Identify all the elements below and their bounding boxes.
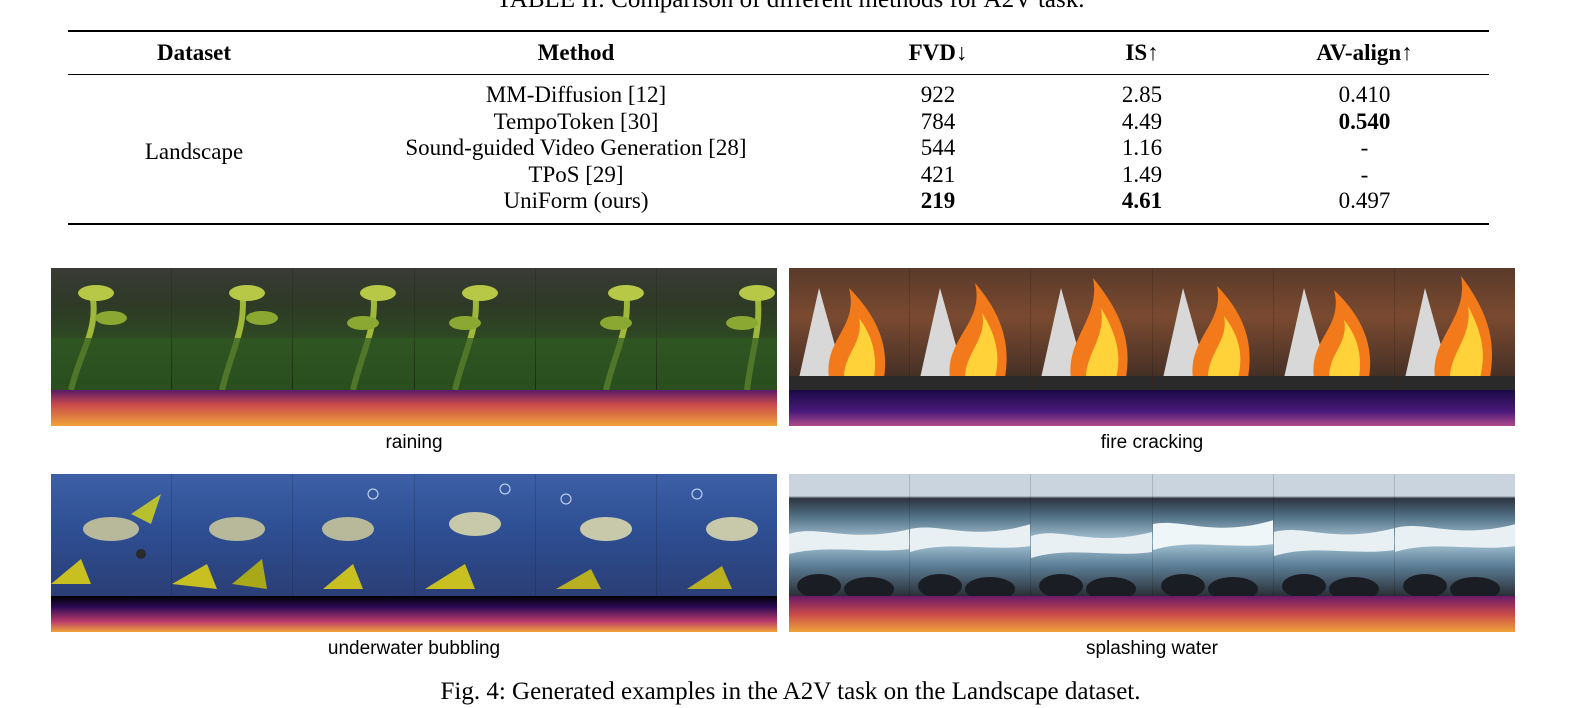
fvd-cell: 544: [920, 135, 956, 160]
video-frames: [51, 268, 777, 390]
av-align-cell: -: [1360, 135, 1369, 160]
audio-spectrogram: [789, 596, 1515, 632]
results-table: Dataset Method FVD↓ IS↑ AV-align↑ Landsc…: [68, 30, 1489, 225]
is-cell: 2.85: [1121, 82, 1163, 107]
is-cell: 1.16: [1121, 135, 1163, 160]
video-frame: [1394, 474, 1515, 596]
fvd-best: 219: [920, 188, 956, 213]
video-frame: [535, 268, 657, 390]
table-row: UniForm (ours) 219 4.61 0.497: [68, 188, 1489, 224]
table-row: TPoS [29] 421 1.49 -: [68, 162, 1489, 189]
video-frame: [656, 474, 777, 596]
audio-spectrogram: [51, 390, 777, 426]
video-frame: [656, 268, 777, 390]
fvd-cell: 784: [920, 108, 956, 134]
fvd-cell: 922: [920, 82, 956, 107]
figure-panel-underwater-bubbling: underwater bubbling: [51, 474, 777, 660]
video-frame: [414, 474, 536, 596]
figure-caption: Fig. 4: Generated examples in the A2V ta…: [440, 678, 1141, 705]
audio-spectrogram: [51, 596, 777, 632]
header-fvd: FVD↓: [908, 40, 968, 65]
is-cell: 4.49: [1121, 108, 1163, 134]
video-frame: [1273, 474, 1395, 596]
av-align-cell: -: [1360, 161, 1369, 187]
video-frame: [51, 268, 173, 390]
method-cell: MM-Diffusion [12]: [485, 82, 667, 107]
panel-label: underwater bubbling: [327, 638, 501, 659]
av-align-cell: 0.410: [1338, 82, 1391, 107]
table-caption: TABLE II: Comparison of different method…: [0, 0, 1581, 16]
method-cell: TempoToken [30]: [493, 108, 659, 134]
table-row: TempoToken [30] 784 4.49 0.540: [68, 109, 1489, 136]
is-cell: 4.61: [1044, 188, 1240, 224]
method-cell: TPoS [29]: [528, 161, 624, 187]
panel-label: raining: [385, 432, 443, 453]
video-frame: [172, 268, 294, 390]
dataset-cell: Landscape: [144, 139, 244, 164]
header-is: IS↑: [1125, 40, 1159, 65]
video-frame: [1273, 268, 1395, 390]
header-av-align: AV-align↑: [1316, 40, 1413, 65]
video-frames: [51, 474, 777, 596]
panel-label: splashing water: [1085, 638, 1219, 659]
video-frame: [51, 474, 173, 596]
is-best: 4.61: [1121, 188, 1163, 213]
av-align-cell: 0.540: [1240, 109, 1489, 136]
table-header-row: Dataset Method FVD↓ IS↑ AV-align↑: [68, 31, 1489, 75]
video-frame: [1031, 268, 1153, 390]
video-frame: [910, 474, 1032, 596]
method-cell: UniForm (ours): [503, 188, 649, 213]
method-cell: Sound-guided Video Generation [28]: [405, 135, 747, 160]
video-frame: [535, 474, 657, 596]
video-frame: [910, 268, 1032, 390]
video-frame: [789, 474, 911, 596]
header-dataset: Dataset: [156, 40, 232, 65]
table-row: Landscape MM-Diffusion [12] 922 2.85 0.4…: [68, 75, 1489, 164]
fvd-cell: 219: [832, 188, 1044, 224]
video-frame: [1152, 474, 1274, 596]
video-frame: [1394, 268, 1515, 390]
is-cell: 1.49: [1121, 161, 1163, 187]
panel-label: fire cracking: [1100, 432, 1204, 453]
table-row: Sound-guided Video Generation [28] 544 1…: [68, 135, 1489, 162]
header-method: Method: [537, 40, 615, 65]
video-frame: [1031, 474, 1153, 596]
video-frame: [293, 474, 415, 596]
figure-panel-raining: raining: [51, 268, 777, 454]
video-frame: [293, 268, 415, 390]
figure-panel-splashing-water: splashing water: [789, 474, 1515, 660]
video-frame: [789, 268, 911, 390]
av-align-cell: 0.497: [1338, 188, 1391, 213]
figure-panel-fire-cracking: fire cracking: [789, 268, 1515, 454]
fvd-cell: 421: [920, 161, 956, 187]
video-frame: [172, 474, 294, 596]
av-align-best: 0.540: [1338, 108, 1391, 134]
video-frames: [789, 268, 1515, 390]
video-frame: [1152, 268, 1274, 390]
video-frames: [789, 474, 1515, 596]
audio-spectrogram: [789, 390, 1515, 426]
video-frame: [414, 268, 536, 390]
